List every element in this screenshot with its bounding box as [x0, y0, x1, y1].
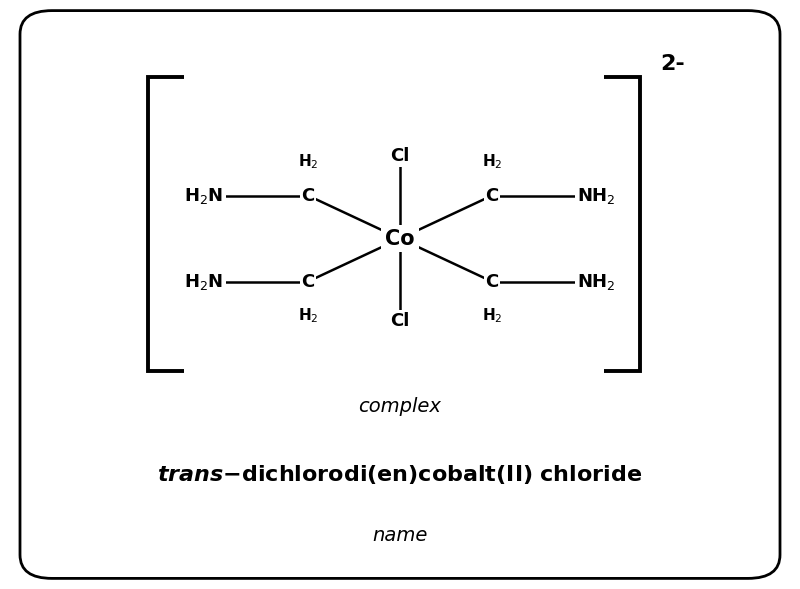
Text: C: C: [486, 273, 498, 290]
FancyBboxPatch shape: [20, 11, 780, 578]
Text: H$_2$N: H$_2$N: [185, 272, 223, 292]
Text: NH$_2$: NH$_2$: [577, 186, 615, 206]
Text: 2-: 2-: [660, 54, 685, 74]
Text: C: C: [302, 187, 314, 204]
Text: Co: Co: [385, 229, 415, 249]
Text: complex: complex: [358, 397, 442, 416]
Text: NH$_2$: NH$_2$: [577, 272, 615, 292]
Text: $\bfit{trans}$$\bf{-dichlorodi(en)cobalt(II)\ chloride}$: $\bfit{trans}$$\bf{-dichlorodi(en)cobalt…: [158, 462, 642, 486]
Text: Cl: Cl: [390, 312, 410, 330]
Text: name: name: [372, 527, 428, 545]
Text: C: C: [302, 273, 314, 290]
Text: H$_2$: H$_2$: [298, 306, 318, 325]
Text: H$_2$: H$_2$: [482, 152, 502, 171]
Text: H$_2$N: H$_2$N: [185, 186, 223, 206]
Text: H$_2$: H$_2$: [298, 152, 318, 171]
Text: Cl: Cl: [390, 147, 410, 165]
Text: H$_2$: H$_2$: [482, 306, 502, 325]
Text: C: C: [486, 187, 498, 204]
